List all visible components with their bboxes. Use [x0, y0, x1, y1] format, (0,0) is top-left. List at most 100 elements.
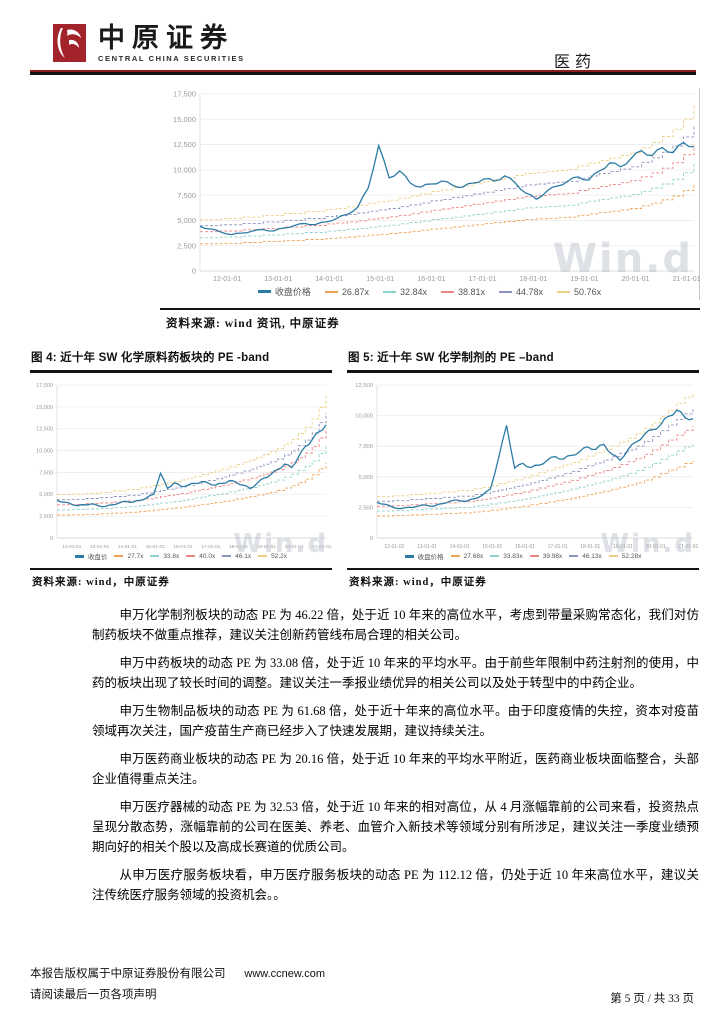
legend-swatch	[450, 555, 460, 557]
legend-swatch	[258, 555, 268, 557]
svg-text:2,500: 2,500	[358, 505, 373, 511]
legend-item: 27.68x	[450, 552, 484, 560]
figure-4-title: 图 4: 近十年 SW 化学原料药板块的 PE -band	[31, 352, 270, 364]
svg-text:5,000: 5,000	[177, 216, 196, 225]
chart-legend: 收盘价 27.7x 33.8x 40.0x 46.1x 52.2x	[30, 551, 332, 561]
svg-text:7,500: 7,500	[358, 444, 373, 450]
figure-4-rule	[30, 370, 332, 373]
chart-legend: 收盘价格 27.68x 33.83x 39.98x 46.13x 52.28x	[347, 551, 699, 561]
svg-text:0: 0	[370, 536, 373, 542]
legend-swatch	[382, 290, 396, 293]
figure-4: 图 4: 近十年 SW 化学原料药板块的 PE -band 0 2,500 5,00…	[30, 347, 332, 589]
legend-swatch	[490, 555, 500, 557]
svg-text:2,500: 2,500	[177, 241, 196, 250]
source-note: 资料来源: wind 资讯, 中原证券	[160, 308, 700, 331]
paragraph: 从申万医疗服务板块看，申万医疗服务板块的动态 PE 为 112.12 倍，仍处于…	[92, 868, 699, 902]
svg-text:15-01-01: 15-01-01	[366, 276, 394, 283]
svg-text:17-01-01: 17-01-01	[468, 276, 496, 283]
paragraph: 申万医药商业板块的动态 PE 为 20.16 倍，处于近 10 年来的平均水平附…	[92, 752, 699, 786]
legend-item: 46.1x	[222, 553, 251, 560]
legend-label: 33.8x	[163, 552, 180, 560]
svg-text:19-01-01: 19-01-01	[257, 544, 277, 550]
legend-label: 收盘价格	[417, 554, 444, 561]
legend-item: 38.81x	[440, 287, 485, 297]
footer-website-link[interactable]: www.ccnew.com	[244, 968, 326, 980]
legend-item: 46.13x	[569, 553, 602, 560]
svg-text:15,000: 15,000	[173, 115, 196, 124]
legend-swatch	[529, 555, 539, 557]
svg-text:19-01-01: 19-01-01	[613, 544, 633, 550]
figure-5-rule	[347, 370, 699, 373]
svg-text:17-01-01: 17-01-01	[548, 544, 568, 550]
legend-swatch	[186, 555, 196, 557]
svg-text:12,500: 12,500	[355, 383, 373, 389]
legend-item: 52.2x	[258, 553, 287, 560]
svg-text:12-01-01: 12-01-01	[384, 544, 404, 550]
svg-text:7,500: 7,500	[39, 470, 53, 476]
page-header: 中原证券 CENTRAL CHINA SECURITIES 医药	[0, 0, 724, 76]
svg-text:17-01-01: 17-01-01	[201, 544, 221, 550]
figure-4-source: 资料来源: wind，中原证券	[30, 568, 332, 589]
footer-left: 本报告版权属于中原证券股份有限公司 www.ccnew.com 请阅读最后一页各…	[30, 964, 325, 1006]
svg-text:16-01-01: 16-01-01	[515, 544, 535, 550]
legend-item: 收盘价格	[404, 551, 444, 561]
legend-swatch	[324, 290, 338, 293]
legend-swatch	[114, 555, 124, 557]
figure-5-title: 图 5: 近十年 SW 化学制剂的 PE –band	[348, 352, 554, 364]
svg-text:14-01-01: 14-01-01	[450, 544, 470, 550]
legend-label: 26.87x	[341, 286, 369, 297]
paragraph: 申万生物制品板块的动态 PE 为 61.68 倍，处于近十年来的高位水平。由于印…	[92, 704, 699, 738]
body-paragraphs: 申万化学制剂板块的动态 PE 为 46.22 倍，处于近 10 年来的高位水平，…	[92, 605, 699, 905]
svg-text:19-01-01: 19-01-01	[570, 276, 598, 283]
legend-label: 收盘价格	[274, 287, 311, 297]
svg-text:20-01-01: 20-01-01	[285, 544, 305, 550]
svg-text:20-01-01: 20-01-01	[622, 276, 650, 283]
paragraph: 申万医疗器械的动态 PE 为 32.53 倍，处于近 10 年来的相对高位，从 …	[92, 800, 699, 854]
svg-text:12-01-01: 12-01-01	[62, 544, 82, 550]
legend-label: 52.28x	[621, 552, 642, 560]
legend-label: 27.68x	[463, 552, 484, 560]
svg-text:15-01-01: 15-01-01	[482, 544, 502, 550]
top-chart-section: 0 2,500 5,000 7,500 10,000 12,500 15,000 17,500…	[160, 88, 700, 331]
legend-item: 52.28x	[608, 552, 642, 560]
legend-label: 50.76x	[574, 286, 602, 297]
chart-legend: 收盘价格 26.87x 32.84x 38.81x 44.78x 50.76x	[160, 285, 699, 298]
company-logo: 中原证券 CENTRAL CHINA SECURITIES	[53, 24, 245, 63]
svg-text:17,500: 17,500	[36, 383, 53, 389]
svg-text:10,000: 10,000	[355, 414, 373, 420]
svg-text:18-01-01: 18-01-01	[580, 544, 600, 550]
svg-text:12,500: 12,500	[36, 427, 53, 433]
legend-label: 27.7x	[127, 552, 144, 560]
legend-swatch	[257, 290, 271, 293]
legend-swatch	[150, 555, 160, 557]
svg-text:15,000: 15,000	[36, 405, 53, 411]
svg-text:17,500: 17,500	[173, 90, 196, 99]
legend-label: 52.2x	[271, 552, 288, 560]
header-rule-black	[30, 72, 696, 75]
svg-text:14-01-01: 14-01-01	[315, 276, 343, 283]
svg-text:21-01-01: 21-01-01	[312, 544, 332, 550]
svg-text:21-01-01: 21-01-01	[678, 544, 698, 550]
legend-item: 50.76x	[557, 287, 601, 297]
legend-label: 40.0x	[199, 552, 216, 560]
legend-label: 44.78x	[516, 286, 544, 297]
svg-text:5,000: 5,000	[39, 492, 53, 498]
brand-name-en: CENTRAL CHINA SECURITIES	[98, 54, 245, 63]
legend-swatch	[569, 555, 579, 557]
legend-swatch	[557, 290, 571, 293]
brand-name-cn: 中原证券	[98, 23, 234, 53]
figures-row: 图 4: 近十年 SW 化学原料药板块的 PE -band 0 2,500 5,00…	[30, 347, 699, 589]
pe-band-chart-main: 0 2,500 5,000 7,500 10,000 12,500 15,000 17,500…	[160, 88, 700, 300]
legend-label: 32.84x	[399, 286, 427, 297]
chart-canvas: 0 2,500 5,000 7,500 10,000 12,500 12-01-01 13-0…	[355, 383, 698, 550]
legend-item: 33.8x	[150, 553, 179, 560]
page-footer: 本报告版权属于中原证券股份有限公司 www.ccnew.com 请阅读最后一页各…	[30, 964, 694, 1006]
brand-logo-icon	[53, 24, 86, 62]
pe-band-chart-fig5: 0 2,500 5,000 7,500 10,000 12,500 12-01-01 13-0…	[347, 379, 699, 561]
svg-text:16-01-01: 16-01-01	[173, 544, 193, 550]
footer-disclaimer: 请阅读最后一页各项声明	[30, 989, 157, 1001]
legend-item: 26.87x	[324, 286, 369, 297]
figure-5: 图 5: 近十年 SW 化学制剂的 PE –band 0 2,500 5,000 7,…	[347, 347, 699, 589]
svg-text:12,500: 12,500	[173, 140, 196, 149]
